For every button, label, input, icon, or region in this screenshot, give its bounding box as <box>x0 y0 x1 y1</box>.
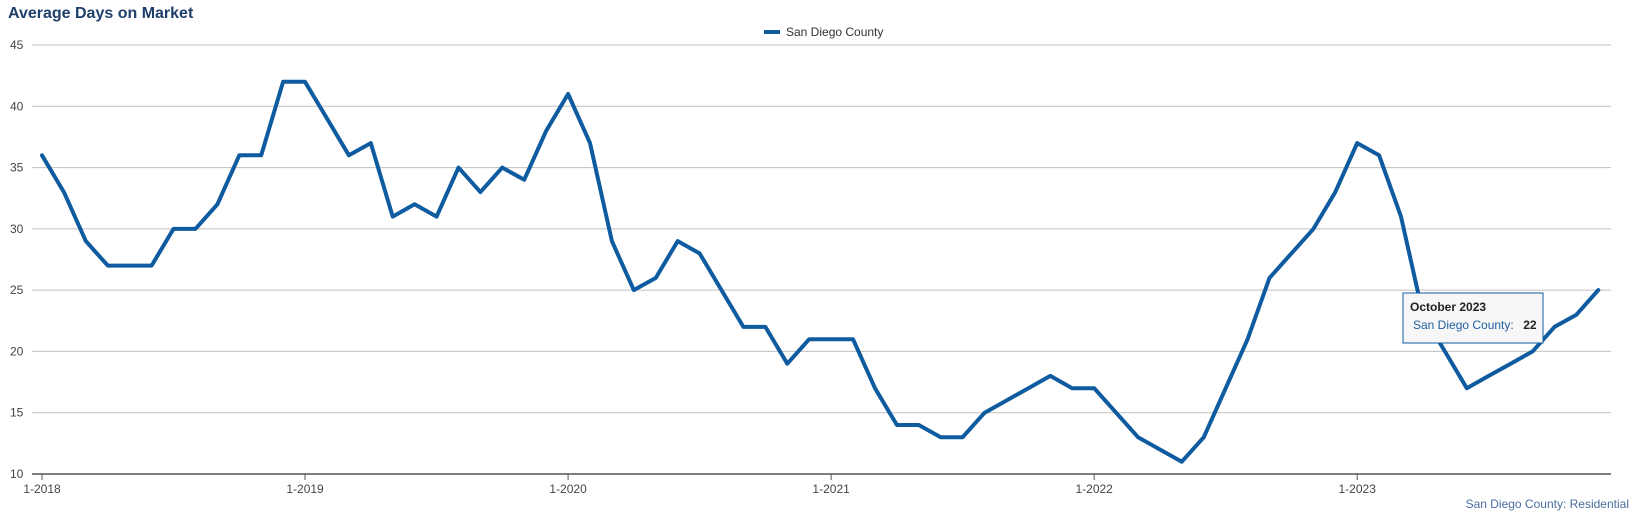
series-san-diego-county[interactable] <box>40 79 1601 464</box>
tooltip-box <box>1402 292 1544 344</box>
x-tick-label: 1-2023 <box>1339 482 1377 496</box>
y-tick-label: 20 <box>10 344 24 358</box>
y-tick-label: 40 <box>10 99 24 113</box>
source-label: San Diego County: Residential <box>1466 497 1629 511</box>
y-tick-label: 25 <box>10 283 24 297</box>
x-tick-label: 1-2018 <box>23 482 61 496</box>
x-tick-label: 1-2022 <box>1075 482 1113 496</box>
tooltip-series-label: San Diego County: <box>1413 318 1514 332</box>
y-tick-label: 15 <box>10 406 24 420</box>
series-line[interactable] <box>40 79 1601 464</box>
tooltip-value: 22 <box>1523 318 1537 332</box>
x-tick-label: 1-2020 <box>549 482 587 496</box>
x-tick-label: 1-2019 <box>286 482 324 496</box>
y-tick-label: 45 <box>10 38 24 52</box>
legend-swatch <box>764 30 780 34</box>
chart-title: Average Days on Market <box>8 5 194 22</box>
y-axis: 10 15 20 25 30 35 40 45 <box>10 38 24 481</box>
legend[interactable]: San Diego County <box>764 25 883 39</box>
x-axis: 1-2018 1-2019 1-2020 1-2021 1-2022 1-2023 <box>23 473 1611 496</box>
tooltip: October 2023 San Diego County: 22 <box>1402 292 1544 344</box>
x-tick-label: 1-2021 <box>812 482 850 496</box>
tooltip-row: San Diego County: 22 <box>1413 316 1537 333</box>
y-tick-label: 30 <box>10 222 24 236</box>
y-tick-label: 35 <box>10 161 24 175</box>
y-tick-label: 10 <box>10 467 24 481</box>
legend-label[interactable]: San Diego County <box>786 25 883 39</box>
tooltip-title: October 2023 <box>1410 300 1486 314</box>
gridlines <box>32 44 1611 414</box>
